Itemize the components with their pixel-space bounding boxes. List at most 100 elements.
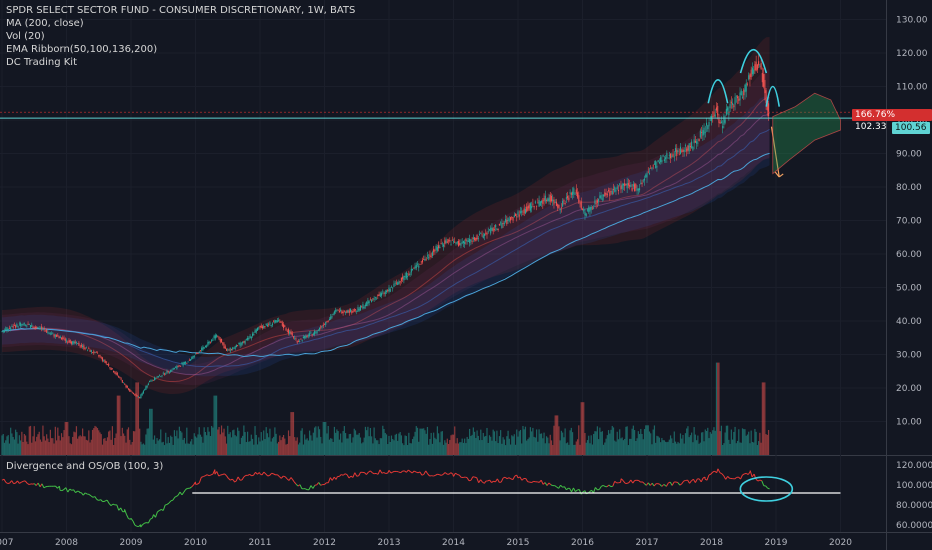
candle bbox=[591, 205, 593, 210]
candle bbox=[722, 120, 724, 134]
indicator-segment bbox=[484, 480, 487, 484]
volume-bar bbox=[212, 427, 214, 455]
volume-bar bbox=[278, 441, 280, 455]
candle bbox=[565, 192, 567, 204]
volume-bar bbox=[281, 437, 283, 455]
candle-body bbox=[741, 96, 744, 98]
candle-body bbox=[615, 190, 617, 192]
indicator-segment bbox=[517, 476, 521, 479]
candle bbox=[529, 202, 531, 213]
volume-bar bbox=[338, 439, 340, 455]
candle-body bbox=[383, 293, 385, 295]
candle-body bbox=[22, 324, 24, 326]
indicator-segment bbox=[369, 470, 373, 474]
candle bbox=[290, 329, 292, 335]
volume-bar bbox=[586, 440, 589, 455]
candle bbox=[665, 155, 667, 163]
volume-bar bbox=[693, 427, 695, 455]
candle bbox=[696, 139, 698, 150]
volume-bar bbox=[744, 429, 746, 455]
volume-bar bbox=[691, 432, 693, 455]
volume-bar bbox=[51, 438, 53, 455]
candle bbox=[12, 323, 14, 330]
volume-bar bbox=[315, 426, 317, 455]
candle-body bbox=[486, 232, 488, 235]
candle-body bbox=[438, 245, 440, 249]
volume-bar bbox=[130, 444, 132, 455]
volume-bar bbox=[72, 436, 74, 455]
volume-bar bbox=[472, 427, 474, 455]
candle bbox=[486, 231, 488, 239]
candle-body bbox=[723, 115, 725, 125]
volume-bar bbox=[426, 427, 429, 455]
candle bbox=[676, 144, 678, 161]
candle-body bbox=[619, 183, 621, 185]
candle-body bbox=[252, 333, 254, 336]
candle bbox=[725, 104, 727, 116]
candle-body bbox=[568, 197, 570, 201]
candle bbox=[27, 321, 29, 325]
candle-body bbox=[119, 376, 121, 378]
candle bbox=[500, 221, 502, 226]
volume-bar bbox=[606, 435, 608, 455]
volume-bar bbox=[197, 434, 199, 455]
volume-bar bbox=[616, 431, 618, 455]
candle bbox=[666, 150, 668, 163]
volume-bar bbox=[265, 427, 267, 455]
candle bbox=[673, 151, 675, 162]
volume-bar bbox=[519, 429, 522, 455]
volume-bar bbox=[761, 382, 763, 455]
candle-body bbox=[531, 205, 533, 209]
candle-body bbox=[126, 385, 128, 388]
volume-bar bbox=[223, 428, 225, 455]
candle-body bbox=[395, 282, 397, 284]
candle bbox=[651, 166, 653, 171]
candle bbox=[596, 198, 598, 208]
candle-body bbox=[444, 240, 446, 245]
candle bbox=[258, 326, 260, 330]
indicator-segment bbox=[71, 489, 74, 491]
candle-body bbox=[374, 297, 376, 299]
candle bbox=[678, 148, 680, 156]
volume-bar bbox=[20, 440, 22, 455]
volume-bar bbox=[559, 440, 561, 455]
candle bbox=[325, 321, 327, 328]
candle bbox=[621, 182, 623, 193]
indicator-segment bbox=[327, 477, 331, 483]
candle bbox=[111, 368, 113, 370]
candle bbox=[572, 187, 574, 200]
volume-bar bbox=[227, 425, 229, 455]
indicator-segment bbox=[226, 475, 229, 479]
volume-bar bbox=[631, 428, 633, 455]
volume-bar bbox=[60, 433, 63, 455]
candle-body bbox=[160, 376, 162, 378]
indicator-segment bbox=[290, 477, 293, 480]
candle-body bbox=[523, 208, 525, 214]
candle-body bbox=[325, 321, 327, 325]
volume-bar bbox=[103, 438, 105, 455]
volume-bar bbox=[629, 438, 631, 455]
candle bbox=[412, 268, 414, 271]
candle bbox=[424, 255, 426, 262]
candle bbox=[637, 188, 639, 195]
volume-bar bbox=[682, 434, 684, 455]
candle bbox=[470, 239, 472, 246]
candle bbox=[209, 341, 211, 344]
candle bbox=[471, 237, 473, 245]
candle-body bbox=[273, 321, 275, 323]
indicator-segment bbox=[765, 485, 768, 489]
candle bbox=[730, 96, 732, 109]
volume-bar bbox=[100, 434, 102, 455]
candle-body bbox=[469, 238, 471, 244]
volume-bar bbox=[150, 408, 152, 455]
candle bbox=[189, 358, 192, 361]
candle-body bbox=[322, 324, 324, 326]
indicator-title[interactable]: Divergence and OS/OB (100, 3) bbox=[6, 461, 164, 472]
candle bbox=[743, 88, 745, 101]
candle bbox=[240, 342, 242, 347]
volume-bar bbox=[69, 443, 71, 455]
volume-bar bbox=[94, 425, 96, 455]
candle bbox=[204, 345, 206, 348]
candle bbox=[114, 370, 116, 375]
